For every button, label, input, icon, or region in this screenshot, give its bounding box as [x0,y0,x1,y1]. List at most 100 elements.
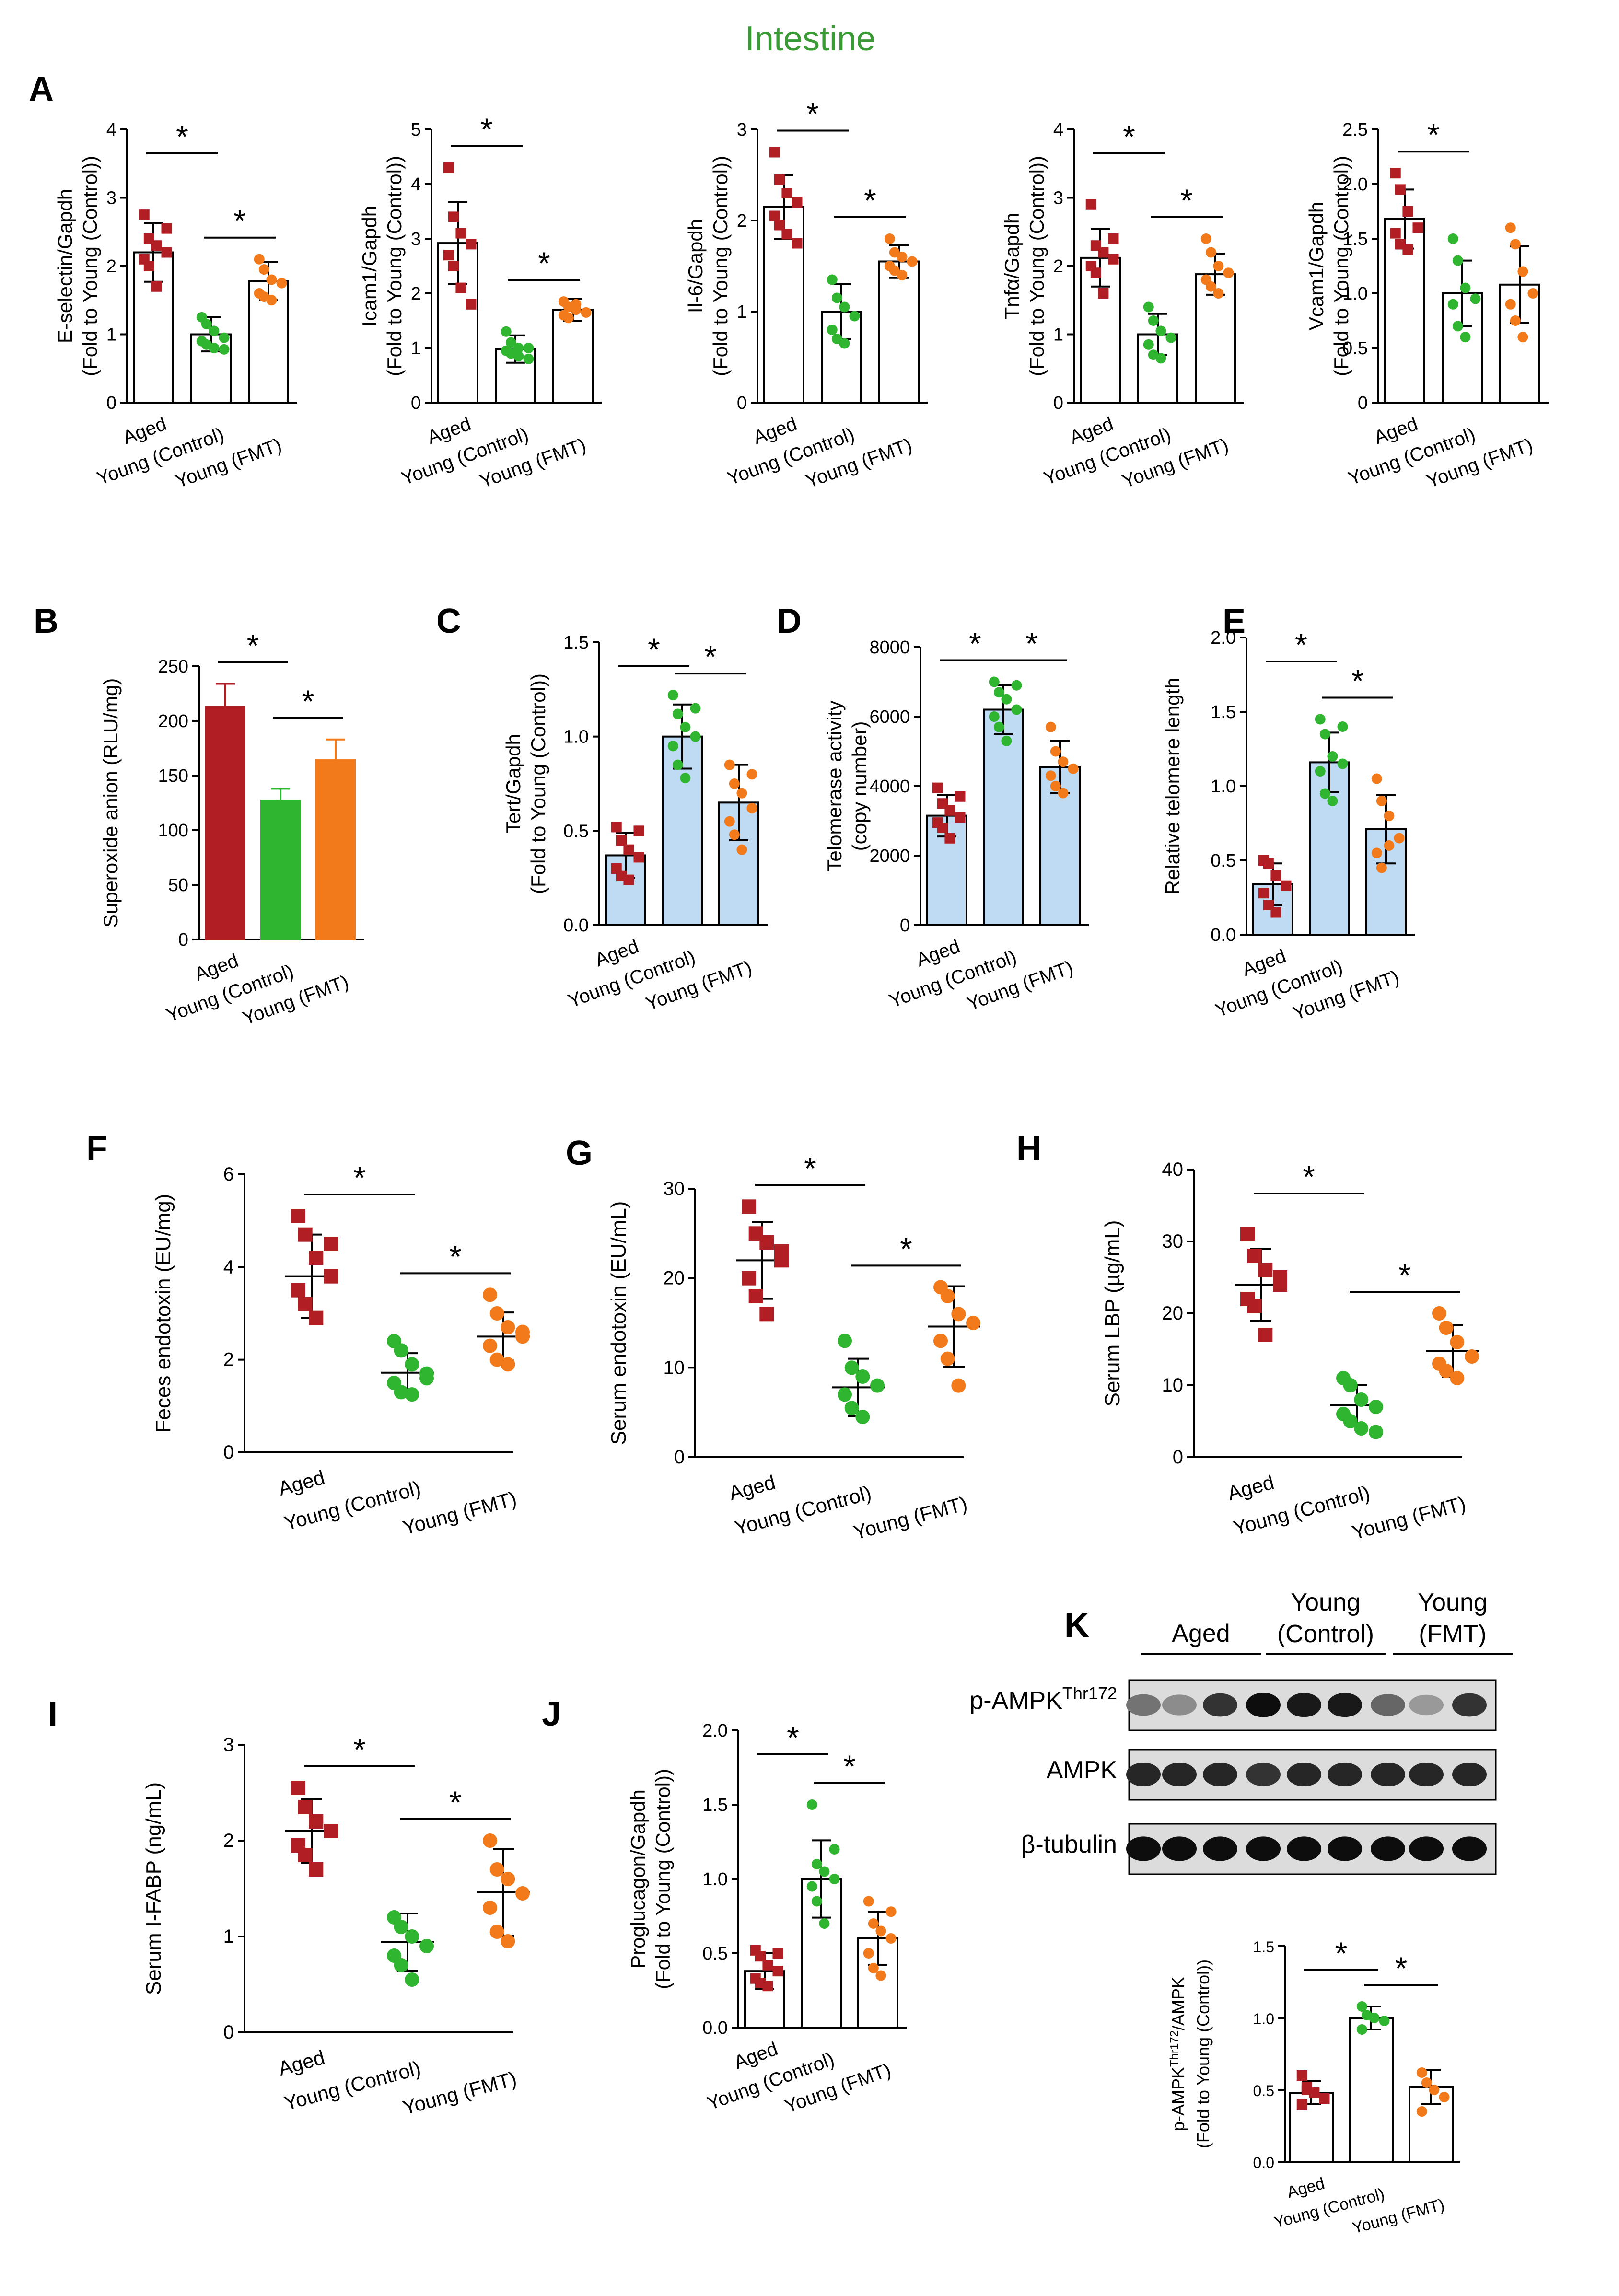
blot-band [1371,1836,1405,1861]
chart-panel-A3: 0 1 2 3 4 Tnfα/Gapdh (Fold to Young (Control))… [1001,119,1244,492]
data-point [1165,332,1176,343]
data-point [501,1357,515,1372]
data-point [1505,299,1516,310]
data-point [298,1297,313,1311]
data-point [258,264,269,275]
data-point [742,1271,756,1286]
data-point [855,1369,870,1384]
data-point [466,239,477,250]
data-point [1517,266,1528,277]
significance-star: * [353,1732,366,1767]
data-point [955,791,966,802]
data-point [501,1934,515,1948]
data-point [309,1814,324,1829]
data-point [1465,1349,1479,1364]
y-tick-label: 3 [106,188,116,209]
data-point [742,1199,756,1214]
data-point [309,1862,324,1877]
data-point [1354,1392,1369,1407]
y-tick-label: 50 [168,875,188,895]
bar-young-control- [1349,2017,1394,2163]
data-point [940,1289,955,1303]
data-point [940,1351,955,1366]
data-point [1258,1328,1273,1342]
data-point [1369,1425,1383,1439]
y-axis-label: Icam1/Gapdh [358,206,381,326]
chart-panel-A2: 0 1 2 3 Il-6/Gapdh (Fold to Young (Control)) A… [684,96,928,492]
y-tick-label: 0.0 [702,2018,728,2038]
data-point [1447,233,1458,244]
blot-band [1287,1763,1321,1786]
data-point [324,1824,338,1838]
data-point [1343,1414,1358,1428]
y-axis-label: Feces endotoxin (EU/mg) [151,1194,175,1433]
data-point [276,278,287,289]
data-point [1001,694,1012,705]
data-point [769,210,780,221]
data-point [855,1410,870,1424]
data-point [219,344,230,355]
data-point [672,708,683,719]
data-point [724,816,735,827]
data-point [806,1799,817,1810]
data-point [448,261,459,271]
y-axis-label: (Fold to Young (Control)) [79,156,101,376]
y-tick-label: 0 [411,393,421,413]
data-point [1148,315,1159,326]
y-tick-label: 2 [411,284,421,304]
data-point [937,823,948,833]
data-point [667,690,678,701]
y-tick-label: 3 [737,120,747,140]
chart-panel-C: C 0.0 0.5 1.0 1.5 Tert/Gapdh (Fold to Young (C… [436,602,768,1015]
data-point [774,220,785,231]
data-point [515,1886,530,1901]
data-point [1416,2106,1427,2117]
chart-panel-J: J 0.0 0.5 1.0 1.5 2.0 Proglucagon/Gapdh (Fold t… [542,1695,907,2117]
data-point [1527,288,1538,299]
data-point [1247,1249,1262,1263]
blot-group-label: (FMT) [1419,1620,1486,1648]
significance-star: * [449,1785,462,1820]
panel-letter-C: C [436,602,461,640]
data-point [1085,199,1096,210]
y-tick-label: 3 [223,1734,234,1755]
chart-panel-A: A 0 1 2 3 4 E-selectin/Gapdh (Fold to Young (Co… [29,70,297,492]
data-point [1343,1378,1358,1392]
data-point [266,274,277,285]
data-point [483,1338,497,1353]
data-point [1270,907,1281,918]
y-axis-label: (Fold to Young (Control)) [1193,1960,1213,2148]
data-point [746,803,757,814]
y-axis-label: Tnfα/Gapdh [1001,213,1023,320]
data-point [1439,1321,1454,1335]
data-point [863,1948,874,1959]
data-point [523,353,534,364]
data-point [838,1334,852,1348]
chart-panel-A4: 0 0.5 1.0 1.5 2.0 2.5 Vcam1/Gapdh (Fold to Youn… [1305,117,1549,492]
y-tick-label: 6 [223,1164,234,1185]
data-point [680,722,691,732]
data-point [571,299,582,310]
panel-letter-A: A [29,70,54,108]
data-point [1011,680,1022,691]
data-point [489,1352,504,1367]
significance-star: * [864,183,876,218]
data-point [1412,222,1423,233]
significance-star: * [843,1749,856,1784]
blot-group-label: Young [1418,1589,1488,1616]
data-point [581,307,592,318]
y-tick-label: 1.5 [563,633,589,653]
data-point [1273,1270,1287,1285]
significance-star: * [969,626,981,661]
data-point [513,343,524,353]
y-tick-label: 100 [158,821,188,841]
data-point [1281,880,1292,891]
y-axis-label: (copy number) [848,721,871,851]
data-point [819,1866,830,1877]
data-point [897,270,908,280]
x-tick-label: Aged [726,1471,778,1505]
data-point [1143,301,1154,313]
data-point [443,250,454,261]
data-point [772,1966,783,1977]
